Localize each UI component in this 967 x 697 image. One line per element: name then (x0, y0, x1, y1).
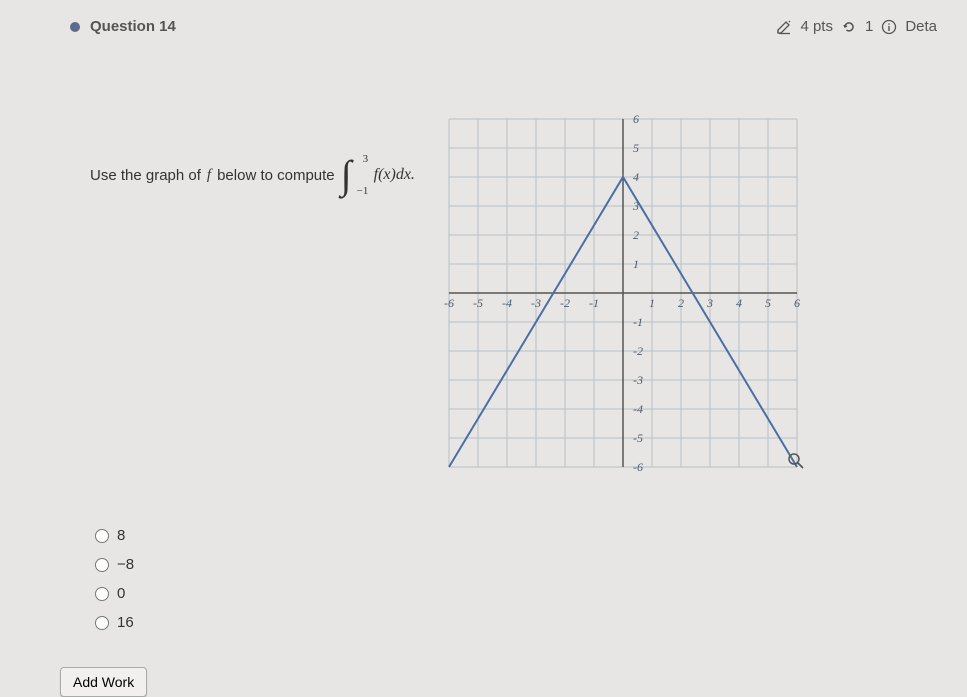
magnifier-icon[interactable] (786, 451, 806, 476)
integral-expression: ∫ 3 −1 f(x)dx. (341, 155, 415, 195)
svg-text:6: 6 (794, 296, 800, 310)
prompt-text-before: Use the graph of (90, 167, 201, 184)
content-row: Use the graph of f below to compute ∫ 3 … (0, 45, 967, 481)
points-text: 4 pts (800, 18, 833, 35)
answer-option[interactable]: 8 (95, 521, 967, 550)
svg-text:5: 5 (765, 296, 771, 310)
prompt-text-mid: below to compute (217, 167, 335, 184)
question-prompt: Use the graph of f below to compute ∫ 3 … (90, 105, 415, 195)
svg-text:1: 1 (649, 296, 655, 310)
svg-text:-3: -3 (633, 373, 643, 387)
function-graph: -6-5-4-3-2-1123456-6-5-4-3-2-1123456 (435, 105, 811, 481)
integral-upper-limit: 3 (363, 153, 369, 165)
radio-icon[interactable] (95, 529, 109, 543)
radio-icon[interactable] (95, 558, 109, 572)
edit-icon (776, 19, 792, 35)
status-bullet-icon (70, 22, 80, 32)
svg-text:-5: -5 (473, 296, 483, 310)
svg-text:-1: -1 (589, 296, 599, 310)
svg-text:4: 4 (633, 170, 639, 184)
answer-option[interactable]: 16 (95, 608, 967, 637)
svg-text:-5: -5 (633, 431, 643, 445)
option-label: 0 (117, 585, 125, 602)
question-label: Question 14 (90, 18, 176, 35)
svg-text:-3: -3 (531, 296, 541, 310)
option-label: −8 (117, 556, 134, 573)
svg-text:-4: -4 (633, 402, 643, 416)
svg-text:-6: -6 (444, 296, 454, 310)
add-work-button[interactable]: Add Work (60, 667, 147, 697)
integral-sign-icon: ∫ (341, 155, 352, 195)
retry-icon (841, 19, 857, 35)
answer-option[interactable]: −8 (95, 550, 967, 579)
question-meta: 4 pts 1 Deta (776, 18, 937, 35)
answer-options: 8 −8 0 16 (0, 481, 967, 637)
option-label: 16 (117, 614, 134, 631)
radio-icon[interactable] (95, 616, 109, 630)
svg-text:-2: -2 (633, 344, 643, 358)
svg-text:6: 6 (633, 112, 639, 126)
svg-text:2: 2 (678, 296, 684, 310)
svg-text:-1: -1 (633, 315, 643, 329)
answer-option[interactable]: 0 (95, 579, 967, 608)
chart-container: -6-5-4-3-2-1123456-6-5-4-3-2-1123456 (435, 105, 811, 481)
svg-text:4: 4 (736, 296, 742, 310)
svg-text:5: 5 (633, 141, 639, 155)
svg-text:2: 2 (633, 228, 639, 242)
svg-text:-2: -2 (560, 296, 570, 310)
question-header: Question 14 4 pts 1 Deta (0, 0, 967, 45)
svg-text:1: 1 (633, 257, 639, 271)
svg-text:-6: -6 (633, 460, 643, 474)
question-title-group: Question 14 (70, 18, 176, 35)
attempts-text: 1 (865, 18, 873, 35)
svg-text:-4: -4 (502, 296, 512, 310)
details-link[interactable]: Deta (905, 18, 937, 35)
option-label: 8 (117, 527, 125, 544)
integrand: f(x)dx. (374, 166, 415, 184)
info-icon[interactable] (881, 19, 897, 35)
svg-text:3: 3 (706, 296, 713, 310)
integral-lower-limit: −1 (357, 185, 369, 197)
function-symbol: f (207, 167, 211, 184)
radio-icon[interactable] (95, 587, 109, 601)
